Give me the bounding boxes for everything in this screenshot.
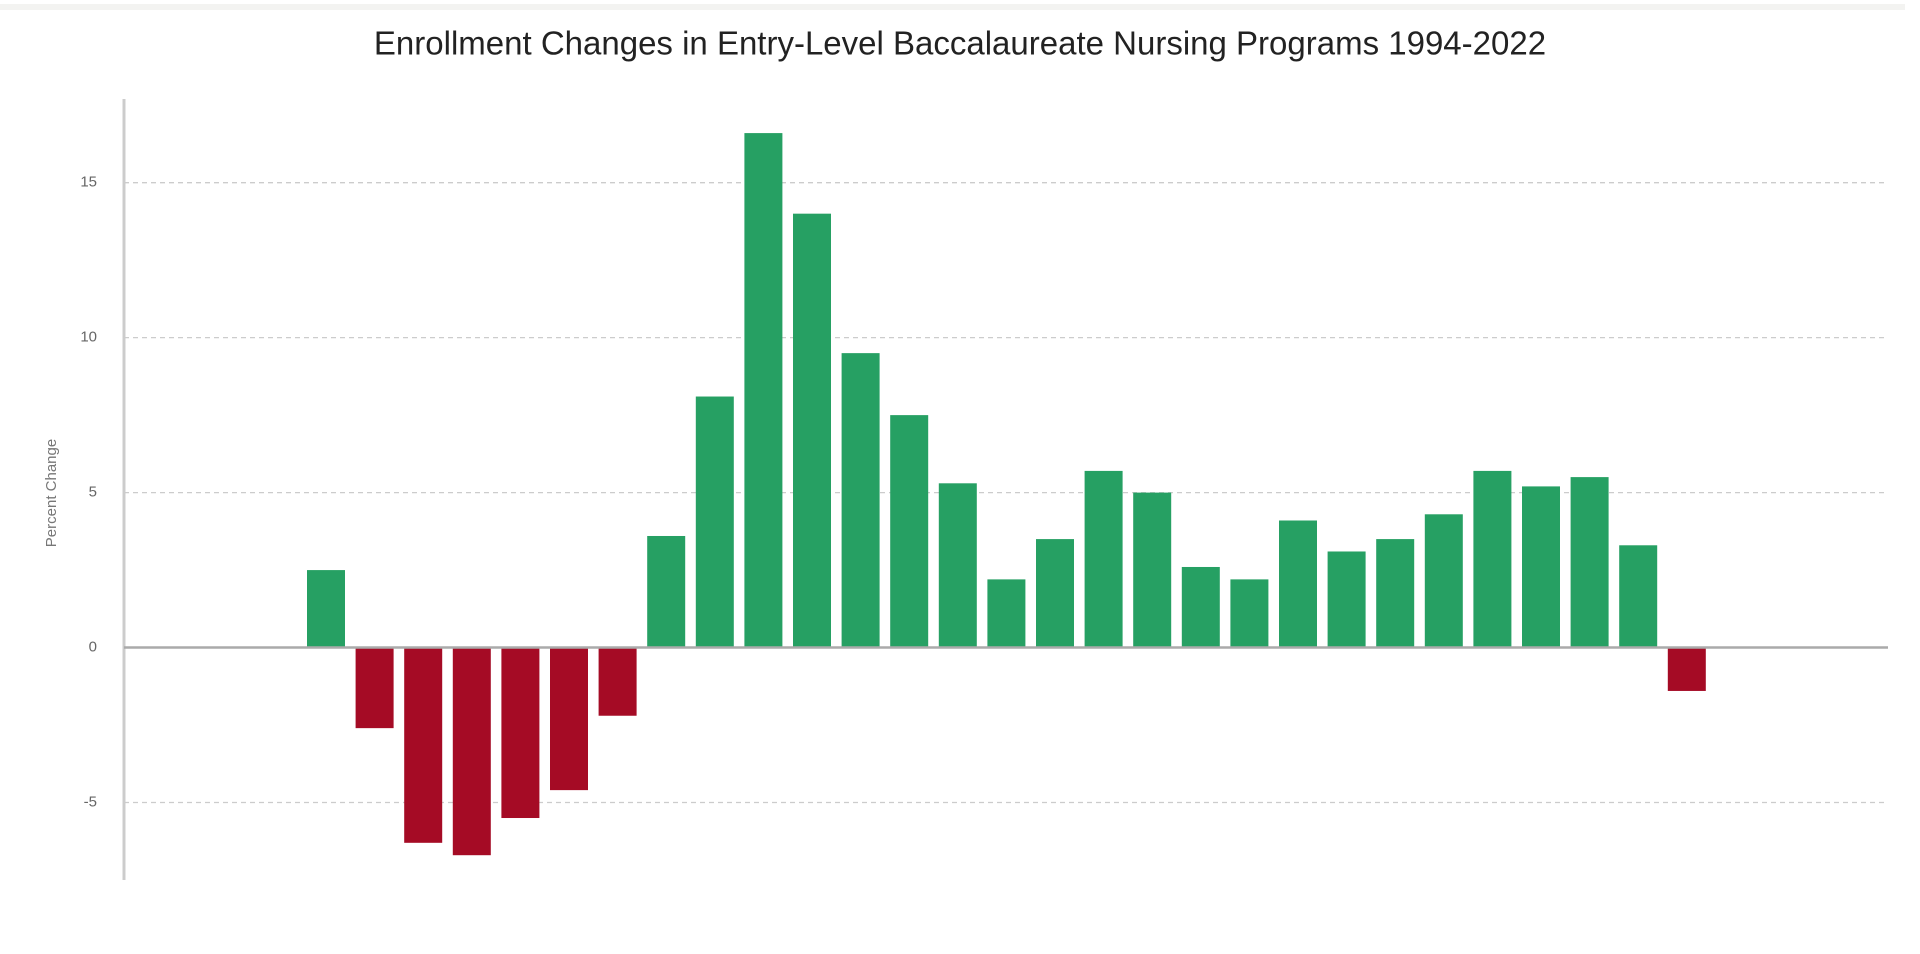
bar — [355, 647, 394, 729]
bar — [938, 483, 977, 648]
bar — [1473, 470, 1512, 648]
bar — [1619, 545, 1658, 648]
bar — [307, 570, 345, 648]
y-tick-label: 15 — [80, 174, 97, 191]
y-tick-label: -5 — [84, 793, 97, 810]
top-strip — [0, 4, 1905, 10]
y-tick-label: 5 — [89, 484, 97, 501]
bar — [1133, 492, 1172, 648]
chart-title: Enrollment Changes in Entry-Level Baccal… — [374, 25, 1546, 62]
bar — [1181, 566, 1220, 648]
bar — [1036, 539, 1074, 648]
bar — [1327, 551, 1366, 648]
bar — [890, 415, 929, 648]
y-tick-label: 0 — [89, 639, 97, 656]
bar — [1230, 579, 1269, 648]
bar — [1279, 520, 1317, 648]
y-tick-label: 10 — [80, 329, 97, 346]
bar — [1667, 647, 1706, 691]
bar — [501, 647, 540, 819]
bar — [647, 535, 686, 648]
bar — [1084, 470, 1123, 648]
bar — [841, 353, 880, 648]
bar — [744, 133, 783, 648]
bar — [550, 647, 588, 791]
bar — [1376, 539, 1415, 648]
y-axis-label: Percent Change — [43, 439, 60, 547]
bar — [793, 213, 831, 648]
bar — [987, 579, 1026, 648]
bar — [1570, 477, 1609, 648]
bar — [452, 647, 491, 856]
bar — [1522, 486, 1560, 648]
bar — [598, 647, 637, 716]
bar — [695, 396, 734, 648]
bar — [1424, 514, 1463, 648]
bar — [404, 647, 443, 843]
